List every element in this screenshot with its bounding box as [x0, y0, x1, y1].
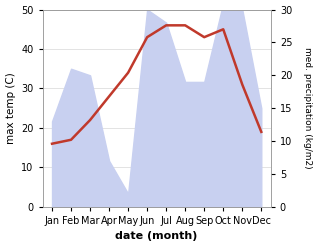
- Y-axis label: max temp (C): max temp (C): [5, 72, 16, 144]
- X-axis label: date (month): date (month): [115, 231, 198, 242]
- Y-axis label: med. precipitation (kg/m2): med. precipitation (kg/m2): [303, 47, 313, 169]
